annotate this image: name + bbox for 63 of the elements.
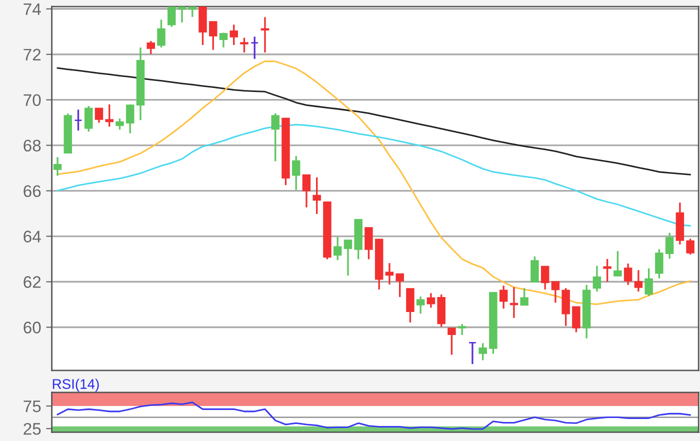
- y-tick-label: 70: [24, 94, 41, 106]
- y-tick-label: 72: [24, 48, 41, 60]
- y-tick-label: 64: [24, 230, 41, 242]
- candlestick: [406, 288, 414, 324]
- candlestick: [562, 287, 570, 327]
- candlestick: [551, 280, 560, 304]
- y-tick-label: 74: [24, 3, 41, 15]
- candlestick: [510, 286, 518, 319]
- candlestick: [271, 112, 280, 162]
- candlestick: [250, 36, 259, 60]
- y-tick-label: 66: [24, 185, 41, 198]
- candlestick: [230, 24, 238, 46]
- candlestick: [292, 155, 300, 191]
- candlestick: [396, 273, 404, 298]
- candlestick: [416, 296, 425, 314]
- y-tick-label: 62: [24, 276, 41, 288]
- candlestick: [126, 104, 134, 134]
- candlestick: [468, 342, 477, 365]
- candlestick: [53, 156, 62, 177]
- line-series: [56, 60, 692, 306]
- y-tick-label: 75: [24, 400, 41, 412]
- candlestick: [592, 265, 602, 292]
- candlestick: [208, 21, 218, 51]
- candlestick: [426, 292, 436, 309]
- line-series: [56, 67, 692, 176]
- candlestick: [94, 108, 104, 124]
- candlestick: [385, 262, 394, 286]
- candlestick: [520, 287, 528, 306]
- candlestick: [644, 268, 653, 297]
- y-tick-label: 25: [24, 422, 41, 435]
- candlestick: [448, 328, 456, 356]
- candlestick: [540, 266, 550, 290]
- candlestick: [333, 236, 342, 261]
- candlestick: [240, 36, 248, 54]
- candlestick: [157, 18, 166, 48]
- candlestick: [614, 250, 622, 278]
- candlestick: [74, 108, 82, 132]
- y-tick-label: 68: [24, 140, 41, 152]
- line-series: [56, 402, 692, 430]
- candlestick: [168, 6, 176, 28]
- candlestick: [458, 323, 466, 336]
- candlestick: [634, 269, 643, 292]
- candlestick: [572, 306, 580, 334]
- candlestick: [364, 227, 373, 260]
- candlestick: [655, 248, 664, 280]
- candlestick: [312, 176, 321, 215]
- candlestick: [624, 262, 632, 286]
- candlestick: [116, 118, 124, 130]
- candlestick: [302, 174, 311, 208]
- candlestick: [686, 238, 694, 256]
- candlestick: [665, 232, 674, 260]
- y-tick-label: 60: [24, 322, 41, 334]
- candlestick: [530, 256, 539, 283]
- candlestick: [499, 284, 508, 310]
- candlestick: [603, 258, 612, 283]
- chart-title: RSI(14): [52, 378, 99, 392]
- candlestick: [84, 105, 93, 133]
- candlestick: [478, 342, 487, 362]
- candlestick: [146, 40, 155, 55]
- candlestick: [219, 32, 228, 48]
- candlestick: [260, 16, 270, 54]
- candlestick: [105, 104, 114, 128]
- candlestick: [344, 240, 352, 276]
